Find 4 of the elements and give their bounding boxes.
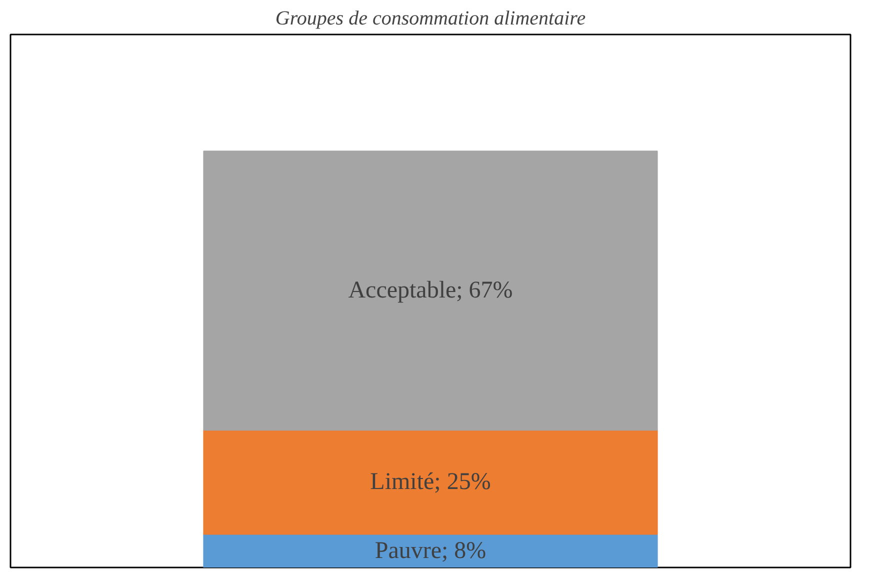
chart-title: Groupes de consommation alimentaire [275, 8, 586, 30]
data-label: Pauvre; 8% [374, 538, 486, 564]
data-label: Limité; 25% [370, 469, 491, 496]
data-label: Acceptable; 67% [348, 278, 513, 304]
